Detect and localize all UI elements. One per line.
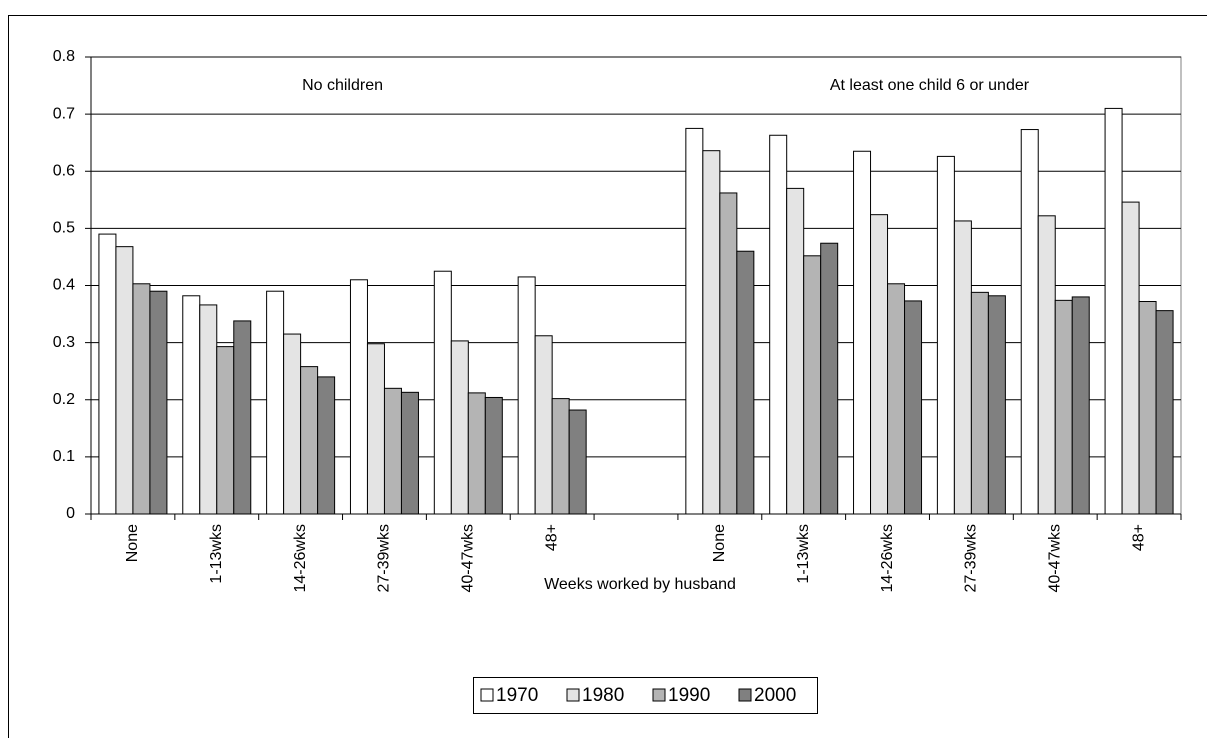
legend-label: 2000 (754, 685, 796, 706)
bar (936, 155, 955, 515)
bar (366, 343, 385, 515)
y-tick-label: 0.1 (53, 448, 75, 465)
bar (266, 290, 285, 515)
x-tick-label: 40-47wks (460, 524, 477, 592)
bar (719, 192, 738, 515)
legend-swatch (652, 688, 666, 702)
x-tick-label: 48+ (543, 524, 560, 551)
bar (233, 320, 252, 515)
legend-label: 1990 (668, 685, 710, 706)
bar (887, 283, 906, 515)
bar (820, 242, 839, 515)
x-axis-label: Weeks worked by husband (544, 576, 736, 593)
bar (132, 283, 151, 515)
x-tick-label: 1-13wks (208, 524, 225, 584)
bar (517, 276, 536, 515)
bar (467, 392, 486, 515)
legend-swatch (738, 688, 752, 702)
bar (1121, 201, 1140, 515)
legend-swatch (566, 688, 580, 702)
bar (317, 376, 336, 515)
bar (769, 134, 788, 515)
annotation: At least one child 6 or under (830, 77, 1030, 94)
bar (400, 391, 419, 515)
bar (115, 246, 134, 515)
y-tick-label: 0.6 (53, 162, 75, 179)
bar (904, 300, 923, 515)
x-tick-label: 48+ (1130, 524, 1147, 551)
bar (1071, 296, 1090, 515)
bar (199, 304, 218, 515)
bar (433, 270, 452, 515)
x-tick-label: 40-47wks (1046, 524, 1063, 592)
bar (484, 396, 503, 515)
y-tick-label: 0.3 (53, 334, 75, 351)
bar (568, 409, 587, 515)
bar (182, 295, 201, 515)
bar (1155, 310, 1174, 515)
bar (216, 346, 235, 515)
y-tick-label: 0 (66, 505, 75, 522)
bar (702, 150, 721, 515)
x-tick-label: 1-13wks (795, 524, 812, 584)
bar (953, 220, 972, 515)
bar (450, 340, 469, 515)
bar (534, 335, 553, 515)
legend-swatch (480, 688, 494, 702)
bar (786, 187, 805, 515)
legend-label: 1970 (496, 685, 538, 706)
y-tick-label: 0.2 (53, 391, 75, 408)
x-tick-label: 27-39wks (376, 524, 393, 592)
bar (98, 233, 117, 515)
bar (803, 255, 822, 515)
x-tick-label: 14-26wks (292, 524, 309, 592)
bar (1104, 107, 1123, 515)
bar (300, 366, 319, 515)
bar (1054, 299, 1073, 515)
y-tick-label: 0.5 (53, 220, 75, 237)
bar (1037, 215, 1056, 515)
annotation: No children (302, 77, 383, 94)
x-tick-label: None (711, 524, 728, 562)
bar (1138, 300, 1157, 515)
bar (149, 290, 168, 515)
legend-box (473, 677, 818, 714)
bar (283, 333, 302, 515)
bar (383, 387, 402, 515)
bar (736, 250, 755, 515)
bar (970, 291, 989, 515)
y-tick-label: 0.8 (53, 48, 75, 65)
y-tick-label: 0.4 (53, 277, 75, 294)
bar (853, 150, 872, 515)
bar (870, 214, 889, 515)
legend-label: 1980 (582, 685, 624, 706)
bar (987, 295, 1006, 515)
y-tick-label: 0.7 (53, 105, 75, 122)
bar (349, 279, 368, 515)
bar (551, 398, 570, 515)
x-tick-label: None (124, 524, 141, 562)
x-tick-label: 27-39wks (963, 524, 980, 592)
bar (685, 127, 704, 515)
x-tick-label: 14-26wks (879, 524, 896, 592)
bar (1020, 129, 1039, 515)
